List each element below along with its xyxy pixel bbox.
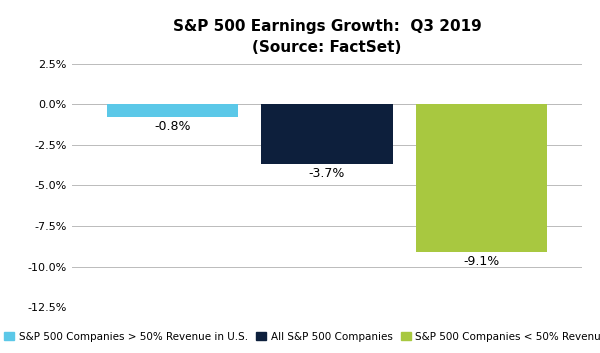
Text: -3.7%: -3.7%	[309, 167, 345, 180]
Legend: S&P 500 Companies > 50% Revenue in U.S., All S&P 500 Companies, S&P 500 Companie: S&P 500 Companies > 50% Revenue in U.S.,…	[0, 328, 600, 346]
Text: -0.8%: -0.8%	[154, 120, 191, 133]
Title: S&P 500 Earnings Growth:  Q3 2019
(Source: FactSet): S&P 500 Earnings Growth: Q3 2019 (Source…	[173, 19, 481, 55]
Bar	[107, 104, 238, 117]
Bar	[416, 104, 547, 252]
Bar	[262, 104, 392, 164]
Text: -9.1%: -9.1%	[463, 255, 500, 268]
